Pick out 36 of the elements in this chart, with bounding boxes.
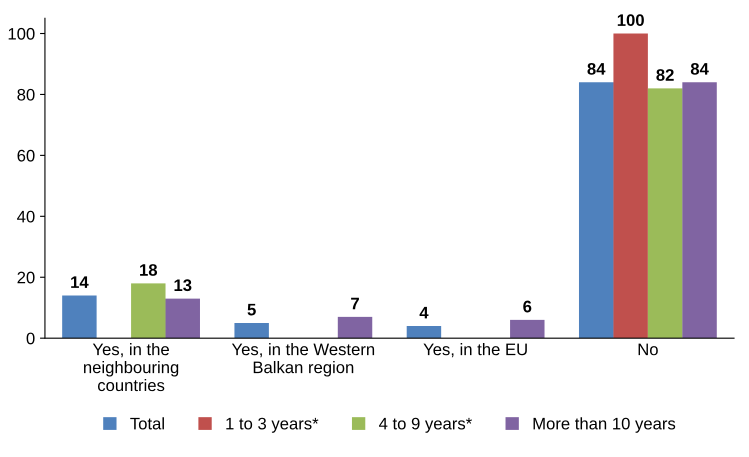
legend-label: More than 10 years — [534, 417, 676, 433]
data-label: 5 — [248, 304, 256, 316]
bar — [578, 82, 614, 338]
bar — [682, 82, 717, 338]
bar — [62, 296, 97, 338]
y-tick-label: 60 — [18, 150, 35, 162]
data-label: 14 — [71, 276, 89, 288]
y-tick-label: 100 — [8, 28, 35, 40]
bar — [166, 298, 200, 338]
y-tick-label: 80 — [17, 88, 35, 101]
legend-label: 4 to 9 years* — [379, 418, 472, 433]
bar — [406, 326, 442, 338]
bar — [234, 322, 269, 338]
x-tick-label: Yes, in the Western Balkan region — [232, 343, 374, 377]
data-label: 13 — [174, 279, 192, 292]
data-label: 82 — [656, 69, 674, 81]
legend-label: 1 to 3 years* — [226, 418, 318, 433]
data-label: 18 — [140, 264, 158, 276]
y-tick-label: 0 — [26, 332, 35, 344]
bar — [338, 316, 372, 338]
data-label: 84 — [690, 62, 709, 75]
x-tick-label: No — [638, 344, 658, 356]
data-label: 4 — [420, 306, 428, 318]
bar — [510, 320, 545, 338]
bar — [613, 34, 648, 338]
x-tick-label: Yes, in the EU — [423, 343, 527, 358]
y-tick-label: 20 — [18, 272, 35, 284]
y-tick-label: 40 — [17, 210, 35, 223]
bar — [131, 283, 166, 338]
data-label: 84 — [587, 62, 606, 75]
data-label: 100 — [618, 14, 644, 26]
x-tick-label: Yes, in the neighbouring countries — [84, 343, 178, 392]
legend-label: Total — [130, 417, 164, 430]
data-label: 7 — [351, 298, 359, 310]
bar — [648, 88, 682, 338]
data-label: 6 — [523, 300, 532, 312]
